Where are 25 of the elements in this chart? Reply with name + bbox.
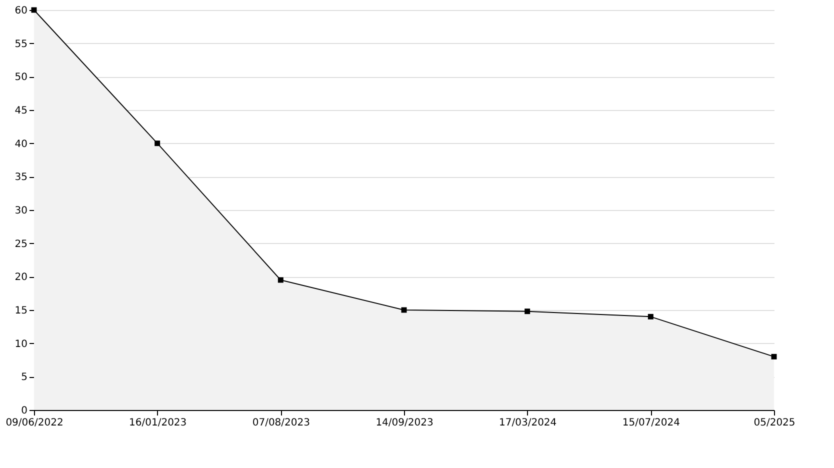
x-tick-label: 07/08/2023 <box>252 418 310 428</box>
y-tick-label: 10 <box>14 338 28 350</box>
y-tick-label: 60 <box>14 6 28 16</box>
x-tick-label: 15/07/2024 <box>622 418 680 428</box>
y-tick-label: 35 <box>14 172 28 184</box>
point <box>771 354 777 360</box>
point <box>648 314 654 320</box>
y-tick-label: 25 <box>14 238 28 250</box>
y-tick-label: 20 <box>14 272 28 284</box>
x-tick-label: 14/09/2023 <box>376 418 434 428</box>
y-tick-label: 0 <box>21 406 28 416</box>
point <box>154 140 160 146</box>
x-tick-label: 09/06/2022 <box>6 418 64 428</box>
x-tick-label: 05/2025 <box>754 418 796 428</box>
x-tick-label: 16/01/2023 <box>129 418 187 428</box>
x-tick-label: 17/03/2024 <box>499 418 557 428</box>
y-tick-label: 5 <box>21 372 28 384</box>
point <box>524 308 530 314</box>
y-tick-label: 15 <box>14 306 28 316</box>
y-tick-label: 30 <box>14 206 28 216</box>
y-tick-label: 55 <box>14 38 28 50</box>
point <box>278 277 284 283</box>
y-tick-label: 40 <box>14 138 28 150</box>
y-tick-label: 50 <box>14 72 28 84</box>
y-tick-label: 45 <box>14 106 28 116</box>
